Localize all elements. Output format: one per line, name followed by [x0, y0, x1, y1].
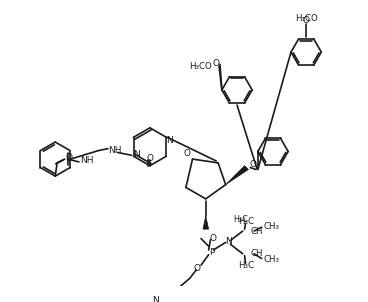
- Text: O: O: [250, 160, 256, 169]
- Text: CH: CH: [250, 249, 263, 258]
- Text: O: O: [183, 149, 190, 158]
- Text: H₃CO: H₃CO: [295, 14, 318, 24]
- Text: O: O: [146, 154, 153, 162]
- Text: CH₃: CH₃: [263, 222, 280, 231]
- Text: NH: NH: [108, 146, 121, 155]
- Text: P: P: [209, 248, 214, 257]
- Polygon shape: [203, 216, 209, 229]
- Text: O: O: [210, 234, 217, 243]
- Text: CH: CH: [250, 226, 263, 236]
- Text: H₃C: H₃C: [238, 261, 255, 270]
- Text: H₃C: H₃C: [233, 215, 248, 224]
- Text: O: O: [194, 265, 201, 273]
- Text: CH₃: CH₃: [263, 255, 280, 264]
- Text: O: O: [302, 16, 309, 25]
- Text: H₃CO: H₃CO: [189, 62, 212, 71]
- Text: N: N: [225, 237, 232, 246]
- Polygon shape: [226, 166, 248, 185]
- Text: N: N: [166, 136, 173, 145]
- Text: N: N: [152, 296, 159, 302]
- Text: NH: NH: [80, 156, 93, 165]
- Text: N: N: [133, 150, 140, 159]
- Text: O: O: [213, 59, 220, 68]
- Text: H₃C: H₃C: [238, 217, 255, 226]
- Text: O: O: [66, 153, 73, 162]
